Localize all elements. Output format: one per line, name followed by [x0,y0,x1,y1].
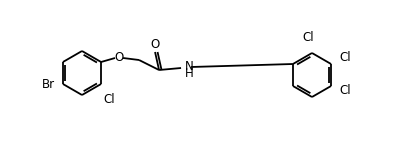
Text: Cl: Cl [103,93,114,106]
Text: Cl: Cl [338,52,350,64]
Text: H: H [185,67,193,80]
Text: O: O [114,52,124,64]
Text: Br: Br [42,79,55,91]
Text: Cl: Cl [338,83,350,97]
Text: N: N [185,61,193,73]
Text: O: O [150,39,159,52]
Text: Cl: Cl [301,31,313,44]
